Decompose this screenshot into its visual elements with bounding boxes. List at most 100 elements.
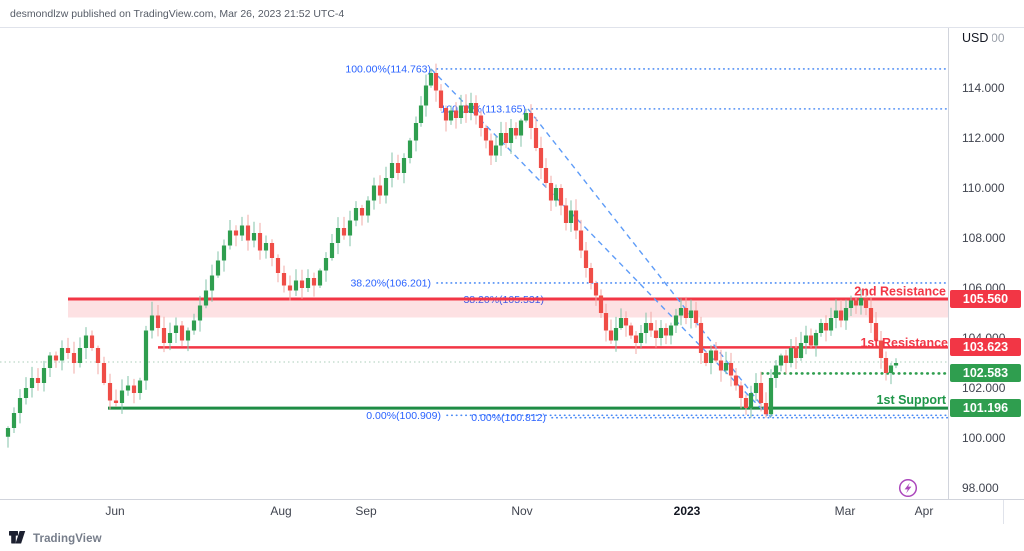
candle [778,355,784,366]
candle [203,290,209,306]
candle [433,73,439,91]
candle [347,220,353,236]
publication-header-text: desmondlzw published on TradingView.com,… [10,7,345,20]
candle [371,185,377,201]
candle [653,330,659,338]
boost-circle [898,478,918,498]
candle [293,280,299,291]
candle [287,285,293,291]
candle [638,333,644,343]
candle [833,310,839,318]
fib2-0-label: 0.00%(100.812) [471,412,546,424]
candle [448,110,454,121]
2nd-resistance-label: 2nd Resistance [854,285,946,299]
candle [281,273,287,286]
price-axis[interactable]: USD 116.000114.000112.000110.000108.0001… [948,28,1024,499]
candle [723,363,729,371]
candle [888,365,894,373]
candle [453,110,459,118]
candle [365,200,371,216]
candle [155,315,161,328]
candle [161,328,167,343]
candle [299,280,305,288]
candle [533,128,539,148]
time-tick-Apr: Apr [914,504,934,518]
chart-pane[interactable]: 100.00%(114.763) 38.20%(106.201) 0.00%(100… [0,28,948,499]
candle [678,308,684,316]
price-tick-114.000: 114.000 [962,81,1005,95]
candle [823,323,829,331]
candle [563,205,569,223]
candle [483,128,489,141]
candle [673,315,679,326]
publication-header: desmondlzw published on TradingView.com,… [0,0,1024,28]
candle [808,335,814,346]
boost-button[interactable] [898,478,918,498]
time-tick-Sep: Sep [355,504,377,518]
candle [848,300,854,308]
candle [528,113,534,128]
candle [233,230,239,236]
candle [703,353,709,363]
candle [713,350,719,361]
fib-levels: 100.00%(114.763) 38.20%(106.201) 0.00%(100… [345,63,948,424]
candle [828,318,834,331]
time-tick-Mar: Mar [834,504,856,518]
candle [413,123,419,141]
candle [47,355,53,368]
candle [753,383,759,393]
time-axis-divider [1003,500,1004,524]
candle [518,120,524,136]
candle [763,403,769,415]
candle [473,103,479,116]
candle [227,230,233,246]
time-tick-Nov: Nov [511,504,533,518]
candle [593,283,599,296]
support-resistance-rays [68,297,948,410]
price-tick-110.000: 110.000 [962,181,1005,195]
time-tick-Aug: Aug [270,504,292,518]
candle [251,233,257,241]
price-tick-112.000: 112.000 [962,131,1005,145]
candle [173,325,179,333]
tradingview-logo-icon[interactable] [9,531,26,546]
candle [843,308,849,321]
candle [35,378,41,383]
candle [538,148,544,168]
price-badge-101.196: 101.196 [950,399,1021,418]
price-axis-currency: USD [962,31,993,47]
candle [335,228,341,243]
candle [65,348,71,353]
candle [5,428,11,437]
candle [17,398,23,413]
candle [803,335,809,343]
candlestick-chart[interactable]: 100.00%(114.763) 38.20%(106.201) 0.00%(100… [0,28,948,499]
time-axis[interactable]: Jun Aug Sep Nov 2023 Mar Apr [0,500,1024,525]
candle [718,360,724,371]
candle [11,413,17,428]
candle [633,335,639,343]
candle [498,133,504,146]
fib-trend-line-2[interactable] [527,108,772,418]
candle [698,323,704,353]
candle [613,328,619,341]
candle [588,268,594,283]
candle [389,163,395,178]
candle [758,383,764,403]
candle [101,363,107,383]
candle [868,308,874,323]
candle [488,140,494,156]
candle [418,105,424,123]
candle [568,210,574,223]
candle [548,183,554,201]
candle [628,325,634,336]
candle [608,330,614,341]
candle [523,113,529,121]
candle [428,73,434,86]
footer: TradingView [0,525,1024,551]
tradingview-wordmark[interactable]: TradingView [33,532,102,545]
candle [878,340,884,358]
candle [191,320,197,331]
candle [353,208,359,221]
price-badge-105.560: 105.560 [950,290,1021,308]
